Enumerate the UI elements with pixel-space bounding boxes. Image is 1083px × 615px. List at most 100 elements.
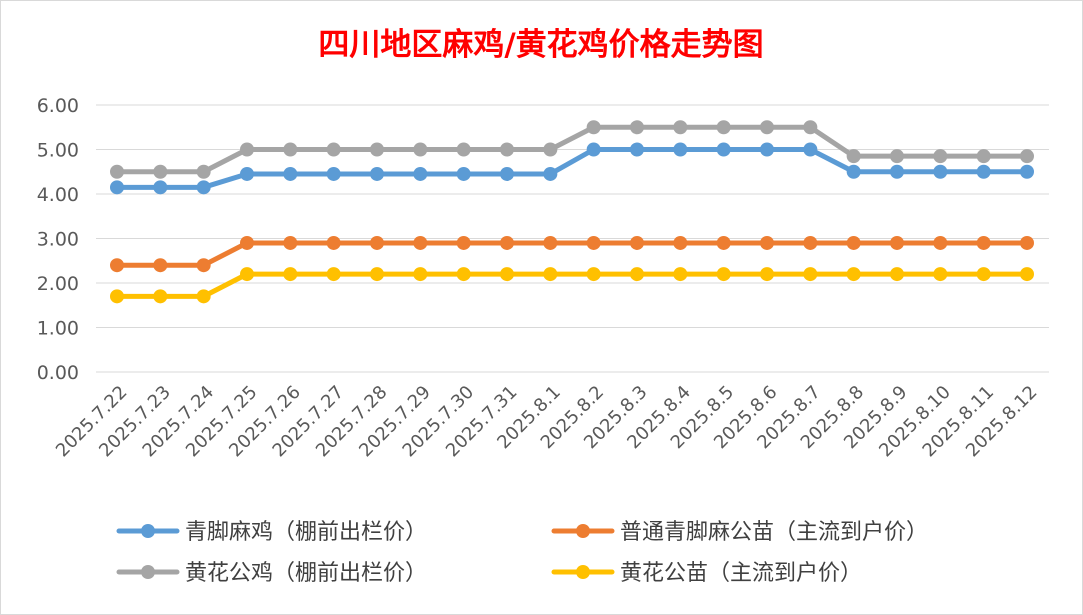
data-point	[803, 267, 818, 282]
data-point	[760, 120, 774, 135]
y-tick-label: 6.00	[37, 95, 79, 117]
legend-swatch-marker	[576, 565, 590, 579]
data-point	[976, 235, 991, 250]
data-point	[630, 235, 644, 250]
data-point	[370, 142, 384, 157]
data-point	[933, 235, 948, 250]
series-line	[114, 124, 1030, 175]
data-point	[456, 166, 471, 181]
data-point	[326, 166, 341, 181]
data-point	[1020, 235, 1034, 250]
data-point	[543, 267, 558, 282]
series-group	[110, 120, 1034, 304]
series-3	[110, 267, 1034, 304]
data-point	[326, 142, 341, 157]
data-point	[543, 142, 558, 157]
data-point	[933, 267, 948, 282]
data-point	[110, 289, 124, 304]
data-point	[846, 235, 861, 250]
data-point	[110, 258, 124, 273]
data-point	[326, 235, 341, 250]
data-point	[716, 267, 731, 282]
data-point	[586, 142, 601, 157]
data-point	[283, 166, 298, 181]
data-point	[413, 267, 428, 282]
data-point	[976, 164, 991, 179]
legend-swatch-marker	[141, 565, 155, 579]
series-line	[114, 240, 1030, 268]
legend-swatch-marker	[141, 524, 155, 538]
y-axis-tick-labels: 0.00 1.00 2.00 3.00 4.00 5.00 6.00	[37, 95, 79, 384]
data-point	[370, 235, 384, 250]
legend-item: 普通青脚麻公苗（主流到户价）	[551, 520, 928, 545]
data-point	[153, 289, 168, 304]
chart-title: 四川地区麻鸡/黄花鸡价格走势图	[318, 27, 763, 63]
legend-swatch-marker	[576, 524, 590, 538]
data-point	[803, 235, 818, 250]
legend-item: 青脚麻鸡（棚前出栏价）	[116, 520, 427, 545]
data-point	[370, 267, 384, 282]
series-line	[114, 271, 1030, 299]
data-point	[630, 142, 644, 157]
data-point	[110, 180, 124, 195]
data-point	[760, 267, 774, 282]
legend: 青脚麻鸡（棚前出栏价） 普通青脚麻公苗（主流到户价） 黄花公鸡（棚前出栏价） 黄花公苗…	[116, 520, 928, 586]
data-point	[153, 258, 168, 273]
data-point	[890, 267, 904, 282]
y-tick-label: 1.00	[37, 318, 79, 340]
y-tick-label: 5.00	[37, 140, 79, 162]
legend-label: 黄花公鸡（棚前出栏价）	[185, 561, 427, 586]
data-point	[153, 164, 168, 179]
series-0	[110, 142, 1034, 195]
data-point	[673, 120, 688, 135]
series-line	[114, 147, 1030, 190]
data-point	[240, 267, 254, 282]
legend-label: 黄花公苗（主流到户价）	[620, 561, 862, 586]
data-point	[933, 149, 948, 164]
y-tick-label: 2.00	[37, 273, 79, 295]
y-tick-label: 3.00	[37, 229, 79, 251]
legend-item: 黄花公苗（主流到户价）	[551, 561, 862, 586]
data-point	[543, 235, 558, 250]
data-point	[370, 166, 384, 181]
data-point	[500, 142, 514, 157]
data-point	[196, 164, 211, 179]
data-point	[1020, 164, 1034, 179]
data-point	[760, 142, 774, 157]
data-point	[846, 164, 861, 179]
data-point	[716, 235, 731, 250]
data-point	[240, 142, 254, 157]
data-point	[456, 142, 471, 157]
data-point	[196, 289, 211, 304]
data-point	[283, 267, 298, 282]
data-point	[803, 120, 818, 135]
data-point	[1020, 149, 1034, 164]
data-point	[673, 267, 688, 282]
data-point	[500, 235, 514, 250]
legend-item: 黄花公鸡（棚前出栏价）	[116, 561, 427, 586]
data-point	[846, 267, 861, 282]
data-point	[413, 235, 428, 250]
data-point	[500, 166, 514, 181]
data-point	[933, 164, 948, 179]
data-point	[110, 164, 124, 179]
data-point	[586, 267, 601, 282]
data-point	[240, 166, 254, 181]
series-2	[110, 120, 1034, 179]
data-point	[586, 235, 601, 250]
data-point	[543, 166, 558, 181]
data-point	[716, 142, 731, 157]
data-point	[890, 164, 904, 179]
data-point	[673, 142, 688, 157]
data-point	[890, 149, 904, 164]
data-point	[846, 149, 861, 164]
data-point	[196, 258, 211, 273]
data-point	[283, 235, 298, 250]
data-point	[153, 180, 168, 195]
y-tick-label: 0.00	[37, 362, 79, 384]
data-point	[976, 267, 991, 282]
data-point	[413, 142, 428, 157]
y-tick-label: 4.00	[37, 184, 79, 206]
data-point	[803, 142, 818, 157]
